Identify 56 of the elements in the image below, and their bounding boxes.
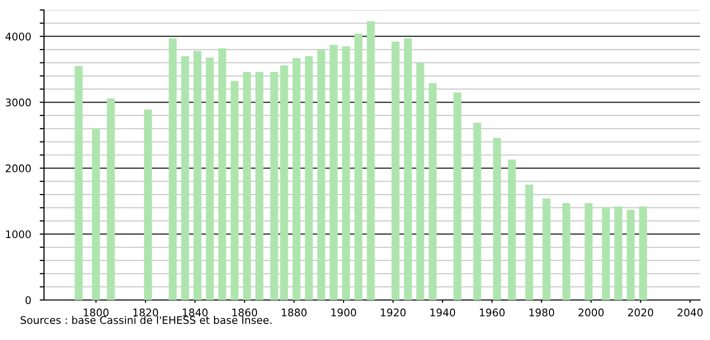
bar xyxy=(342,46,350,300)
bar xyxy=(493,138,501,300)
bar xyxy=(292,58,300,300)
bar xyxy=(194,50,202,300)
y-tick-label: 3000 xyxy=(6,98,31,106)
bar xyxy=(330,44,338,300)
bar xyxy=(416,62,424,300)
bar xyxy=(562,203,570,300)
bar xyxy=(144,110,152,300)
bar xyxy=(255,72,264,300)
x-tick-label: 1960 xyxy=(480,308,505,316)
x-tick-label: 2000 xyxy=(578,308,604,316)
bar xyxy=(317,50,326,300)
x-tick-label: 2020 xyxy=(628,308,654,316)
bar xyxy=(639,206,648,300)
bar xyxy=(168,38,177,300)
source-note: Sources : base Cassini de l'EHESS et base Insee. xyxy=(20,316,272,324)
bar xyxy=(508,160,516,300)
bar xyxy=(74,66,83,300)
bar xyxy=(243,72,251,300)
bar xyxy=(181,56,190,300)
bar xyxy=(366,21,375,300)
bar xyxy=(473,122,482,300)
bar xyxy=(542,198,550,300)
bar xyxy=(230,81,239,300)
bar xyxy=(218,48,226,300)
bar xyxy=(614,206,622,300)
x-tick-label: 2040 xyxy=(678,308,703,316)
y-tick-label: 4000 xyxy=(6,32,31,40)
bar xyxy=(392,42,400,300)
x-tick-label: 1820 xyxy=(133,308,158,316)
bar xyxy=(280,65,288,300)
y-tick-label: 0 xyxy=(26,296,31,304)
bar xyxy=(304,56,313,300)
bar xyxy=(206,57,214,300)
bar xyxy=(270,72,278,300)
x-tick-label: 1800 xyxy=(84,308,109,316)
bar xyxy=(453,92,462,300)
x-tick-label: 1840 xyxy=(182,308,208,316)
x-tick-label: 1980 xyxy=(529,308,554,316)
bar xyxy=(584,203,593,300)
bar xyxy=(626,210,635,300)
x-tick-label: 1900 xyxy=(331,308,356,316)
bar xyxy=(525,184,534,300)
y-tick-label: 1000 xyxy=(6,230,31,238)
bar xyxy=(106,98,115,300)
x-tick-label: 1860 xyxy=(232,308,258,316)
x-tick-label: 1880 xyxy=(282,308,307,316)
bar xyxy=(404,38,412,300)
bar xyxy=(602,207,610,300)
bar xyxy=(92,128,100,300)
bar xyxy=(428,83,437,300)
bar xyxy=(354,34,362,300)
x-tick-label: 1940 xyxy=(430,308,456,316)
x-tick-label: 1920 xyxy=(380,308,406,316)
y-tick-label: 2000 xyxy=(6,164,31,172)
